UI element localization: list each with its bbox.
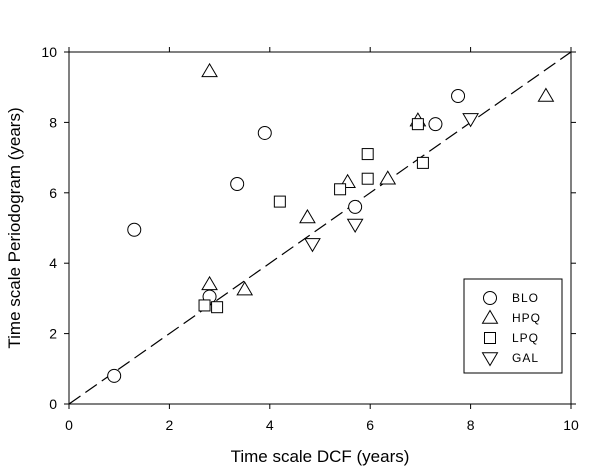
point-gal <box>304 238 321 253</box>
y-tick-label: 2 <box>49 326 57 342</box>
identity-reference-line <box>68 51 572 405</box>
y-axis-title: Time scale Periodogram (years) <box>5 107 24 348</box>
plot-frame <box>68 51 572 405</box>
legend-box <box>463 278 563 374</box>
point-hpq <box>201 275 218 291</box>
point-lpq <box>334 183 347 196</box>
point-blo <box>127 222 142 237</box>
point-blo <box>348 199 363 214</box>
x-tick-label: 6 <box>366 417 374 433</box>
y-tick-label: 10 <box>41 44 57 60</box>
x-tick-label: 0 <box>65 417 73 433</box>
point-gal <box>346 218 364 233</box>
legend: BLO HPQ LPQ GAL <box>463 278 563 374</box>
point-hpq <box>201 62 218 78</box>
y-tick-label: 4 <box>49 255 57 271</box>
point-gal <box>462 113 479 128</box>
legend-label-gal: GAL <box>512 351 539 365</box>
data-points <box>107 62 555 383</box>
legend-label-blo: BLO <box>512 291 539 305</box>
x-tick-label: 2 <box>166 417 174 433</box>
point-lpq <box>211 301 224 314</box>
x-tick-label: 4 <box>266 417 274 433</box>
legend-marker-blo <box>483 291 497 305</box>
point-hpq <box>236 281 254 296</box>
point-blo <box>257 125 272 140</box>
point-blo <box>107 368 122 383</box>
point-lpq <box>411 118 424 131</box>
axis-ticks: 0 2 4 6 8 10 0 2 4 6 8 10 <box>41 44 579 433</box>
y-tick-label: 8 <box>49 114 57 130</box>
point-lpq <box>361 148 374 161</box>
point-blo <box>428 117 443 132</box>
legend-label-lpq: LPQ <box>512 331 539 345</box>
legend-marker-lpq <box>484 332 496 344</box>
point-lpq <box>273 195 286 208</box>
y-tick-label: 0 <box>49 396 57 412</box>
plot-area <box>68 51 572 405</box>
point-lpq <box>361 172 374 185</box>
point-blo <box>230 177 245 191</box>
point-hpq <box>299 208 316 224</box>
legend-marker-gal <box>481 352 499 367</box>
point-lpq <box>198 299 211 312</box>
point-blo <box>451 89 466 103</box>
point-hpq <box>537 87 555 102</box>
point-hpq <box>379 170 397 185</box>
legend-label-hpq: HPQ <box>512 311 541 325</box>
point-lpq <box>416 156 429 169</box>
x-tick-label: 10 <box>563 417 579 433</box>
x-tick-label: 8 <box>467 417 475 433</box>
y-tick-label: 6 <box>49 185 57 201</box>
x-axis-title: Time scale DCF (years) <box>231 447 410 466</box>
legend-marker-hpq <box>481 309 499 324</box>
